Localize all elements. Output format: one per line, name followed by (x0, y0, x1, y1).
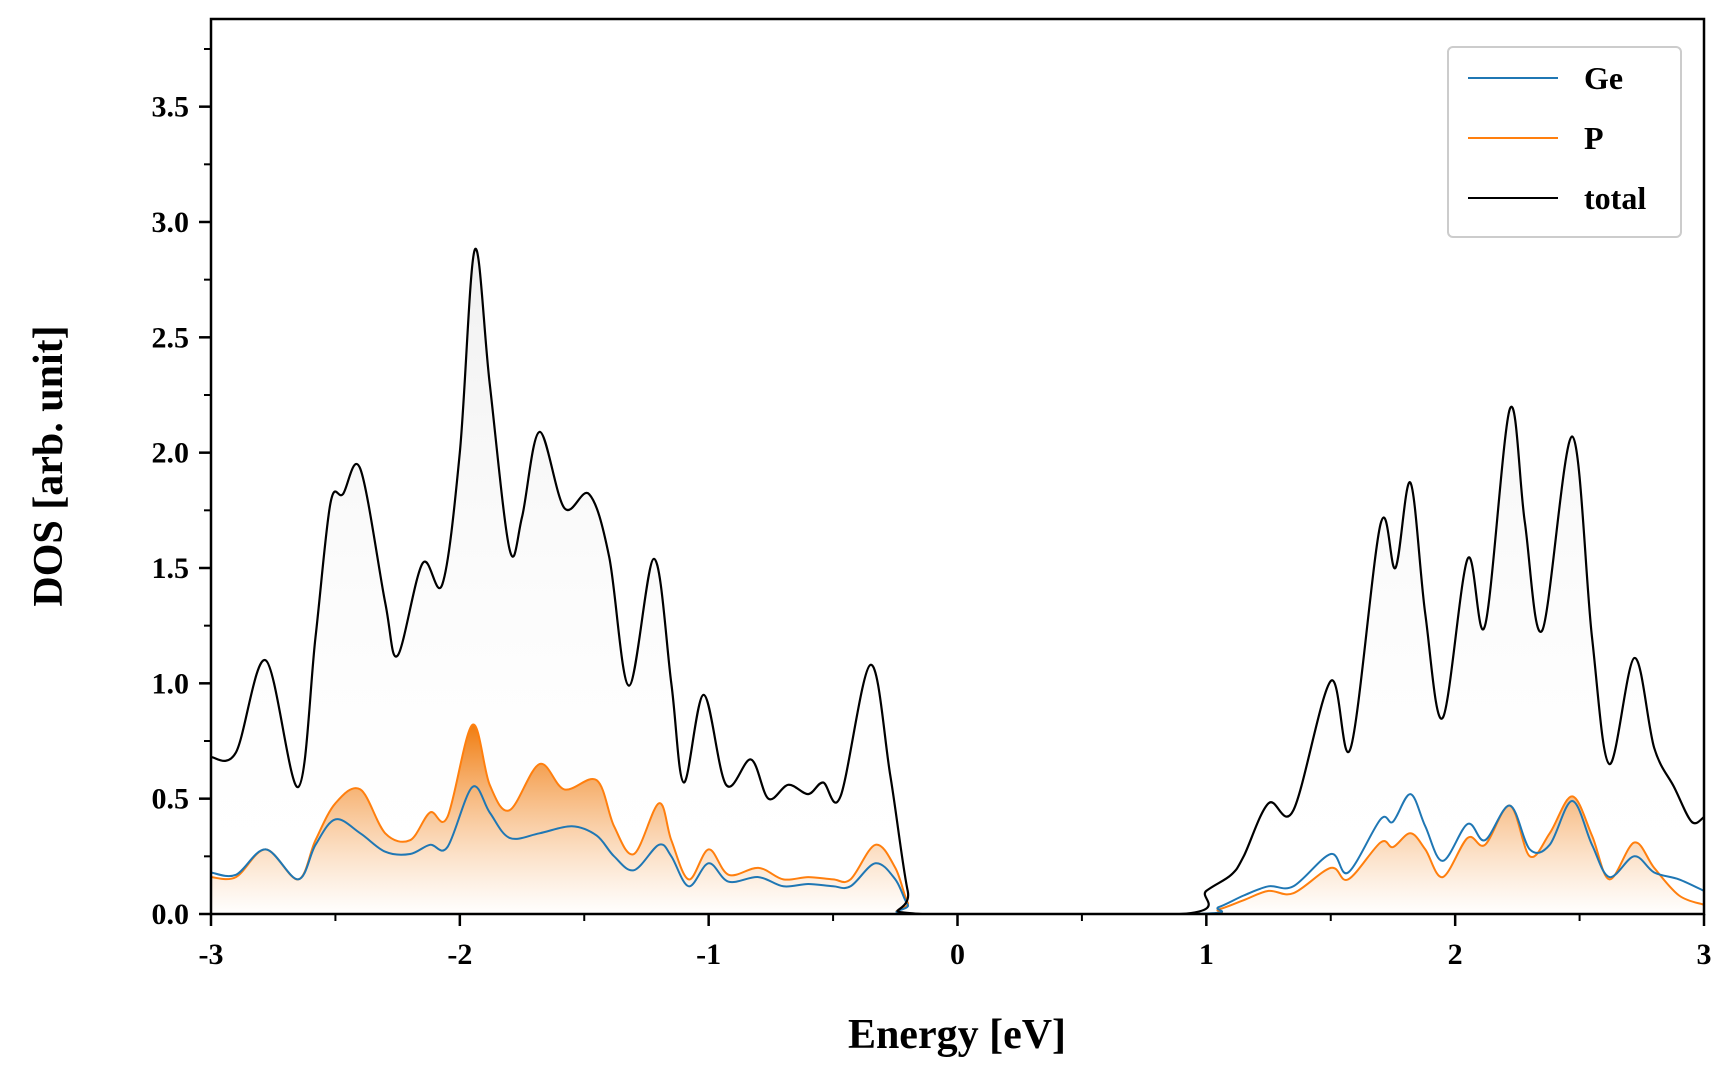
area-fill-total (211, 248, 1704, 914)
area-fill-p (211, 724, 1704, 914)
x-tick-label: 3 (1697, 938, 1712, 971)
x-tick-label: 1 (1199, 938, 1214, 971)
legend-label-p: P (1584, 120, 1604, 156)
y-tick-label: 0.0 (152, 898, 190, 931)
x-tick-label: 0 (950, 938, 965, 971)
y-tick-label: 3.5 (152, 91, 190, 124)
series-line-p (211, 723, 1704, 914)
x-tick-label: 2 (1448, 938, 1463, 971)
x-tick-label: -3 (199, 938, 224, 971)
y-tick-label: 3.0 (152, 206, 190, 239)
x-tick-label: -1 (696, 938, 721, 971)
y-tick-label: 2.0 (152, 437, 190, 470)
y-tick-label: 1.5 (152, 552, 190, 585)
series-line-total (211, 247, 1704, 914)
legend: Ge P total (1447, 46, 1682, 238)
legend-label-total: total (1584, 180, 1646, 216)
x-axis-label: Energy [eV] (848, 1012, 1066, 1058)
y-axis-label: DOS [arb. unit] (26, 325, 72, 606)
axes: -3 -2 -1 0 1 2 3 0.0 0.5 1.0 1.5 2.0 2.5 3.0 3.5 (152, 47, 1712, 971)
legend-label-ge: Ge (1584, 60, 1623, 96)
y-tick-label: 0.5 (152, 783, 190, 816)
x-tick-label: -2 (447, 938, 472, 971)
plot-area (211, 247, 1704, 914)
series-line-ge (211, 785, 1704, 914)
y-tick-label: 2.5 (152, 321, 190, 354)
y-tick-label: 1.0 (152, 667, 190, 700)
legend-box (1447, 46, 1682, 238)
